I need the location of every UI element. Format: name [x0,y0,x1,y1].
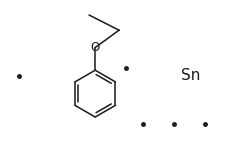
Text: Sn: Sn [181,68,200,83]
Text: O: O [91,41,100,54]
